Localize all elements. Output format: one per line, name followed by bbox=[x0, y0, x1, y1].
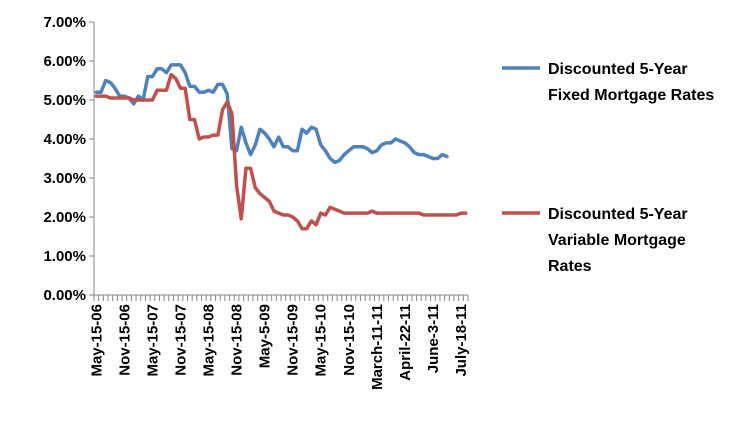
x-tick-label: April-22-11 bbox=[397, 304, 414, 381]
y-tick-label: 3.00% bbox=[43, 170, 86, 187]
legend: Discounted 5-Year Fixed Mortgage Rates Dis… bbox=[502, 61, 714, 275]
y-tick-label: 0.00% bbox=[43, 287, 86, 304]
x-axis: May-15-06 Nov-15-06 May-15-07 Nov-15-07 May-… bbox=[88, 294, 470, 390]
y-tick-label: 4.00% bbox=[43, 131, 86, 148]
x-tick-label: Nov-15-08 bbox=[229, 304, 246, 376]
x-tick-label: Nov-15-06 bbox=[116, 304, 133, 376]
legend-label: Discounted 5-Year Variable Mortgage Rates bbox=[548, 206, 688, 275]
x-tick-label: Nov-15-10 bbox=[341, 304, 358, 376]
y-axis: 0.00% 1.00% 2.00% 3.00% 4.00% 5.00% 6.00% 7.00% bbox=[43, 14, 95, 304]
y-tick-label: 1.00% bbox=[43, 248, 86, 265]
x-tick-label: June-3-11 bbox=[425, 304, 442, 373]
x-tick-label: May-15-10 bbox=[313, 304, 330, 377]
x-tick-label: Nov-15-07 bbox=[172, 304, 189, 376]
x-tick-label: May-5-09 bbox=[257, 304, 274, 368]
x-tick-label: July-18-11 bbox=[453, 304, 470, 377]
x-tick-label: May-15-08 bbox=[201, 304, 218, 377]
x-tick-label: May-15-06 bbox=[88, 304, 105, 377]
series-line-fixed bbox=[94, 63, 449, 165]
y-tick-label: 7.00% bbox=[43, 14, 86, 31]
y-tick-label: 2.00% bbox=[43, 209, 86, 226]
legend-label: Discounted 5-Year Fixed Mortgage Rates bbox=[548, 61, 714, 104]
y-tick-label: 6.00% bbox=[43, 53, 86, 70]
series-line-variable bbox=[94, 72, 468, 231]
x-tick-label: May-15-07 bbox=[144, 304, 161, 377]
x-tick-label: Nov-15-09 bbox=[285, 304, 302, 376]
x-tick-label: March-11-11 bbox=[369, 304, 386, 390]
series-lines bbox=[94, 63, 468, 231]
y-tick-label: 5.00% bbox=[43, 92, 86, 109]
